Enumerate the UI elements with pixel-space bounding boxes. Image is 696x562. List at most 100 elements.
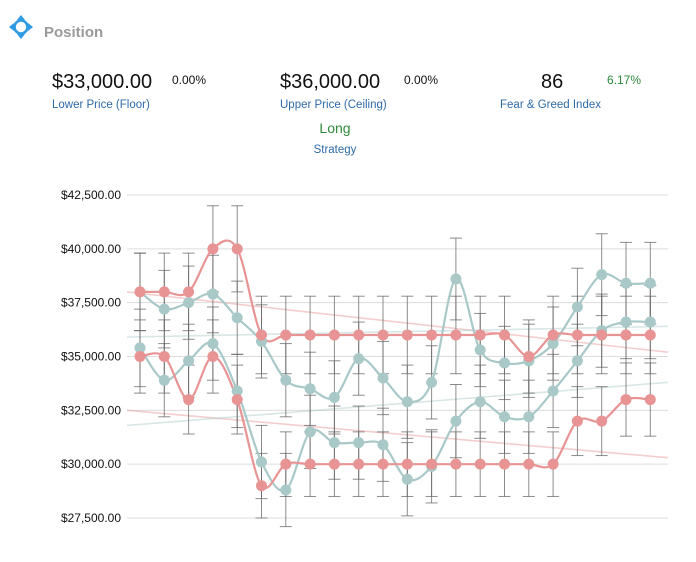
data-point [426, 376, 438, 388]
data-point [450, 329, 462, 341]
data-point [183, 286, 195, 298]
data-point [183, 297, 195, 309]
data-point [499, 357, 510, 369]
data-point [426, 458, 438, 470]
data-point [499, 458, 510, 470]
series-line [139, 352, 651, 490]
data-point [304, 383, 316, 395]
strategy-label[interactable]: Strategy [313, 144, 357, 156]
floor-stat: $33,000.00 0.00% Lower Price (Floor) [52, 71, 206, 111]
y-tick-label: $27,500.00 [61, 511, 121, 525]
data-point [304, 426, 316, 438]
data-point [474, 329, 486, 341]
y-tick-label: $37,500.00 [61, 296, 121, 310]
data-point [571, 415, 583, 427]
move-arrows-icon[interactable] [8, 14, 34, 45]
data-point [644, 277, 656, 289]
data-point [547, 385, 559, 397]
data-point [158, 303, 170, 315]
data-point [426, 329, 438, 341]
data-point [620, 394, 632, 406]
header: Position [8, 14, 103, 45]
fear-greed-label[interactable]: Fear & Greed Index [500, 99, 601, 111]
fear-greed-value: 86 [541, 71, 564, 93]
data-point [596, 269, 608, 281]
data-point [571, 329, 583, 341]
data-point [183, 355, 195, 367]
data-point [256, 329, 267, 341]
data-point [256, 480, 267, 492]
data-point [183, 394, 195, 406]
ceiling-label[interactable]: Upper Price (Ceiling) [280, 99, 387, 111]
data-point [596, 415, 608, 427]
data-point [401, 473, 413, 485]
y-tick-label: $32,500.00 [61, 403, 121, 417]
data-point [450, 458, 462, 470]
data-point [256, 456, 267, 468]
series-line [139, 320, 651, 492]
series-line [140, 239, 651, 358]
data-point [377, 329, 389, 341]
y-tick-label: $42,500.00 [61, 188, 121, 202]
data-point [401, 396, 413, 408]
data-point [231, 394, 243, 406]
data-point [377, 372, 389, 384]
data-point [328, 437, 340, 449]
data-point [231, 243, 243, 255]
data-point [401, 329, 413, 341]
data-point [328, 329, 340, 341]
data-point [596, 329, 608, 341]
data-point [644, 394, 656, 406]
data-point [280, 458, 292, 470]
data-point [474, 396, 486, 408]
data-point [499, 329, 510, 341]
ceiling-pct: 0.00% [404, 73, 439, 87]
data-point [134, 286, 146, 298]
data-point [231, 312, 243, 324]
data-point [377, 458, 389, 470]
data-point [158, 286, 170, 298]
data-point [207, 288, 219, 300]
y-tick-label: $40,000.00 [61, 242, 121, 256]
data-point [207, 338, 219, 350]
data-point [644, 316, 656, 328]
data-point [280, 484, 292, 496]
data-point [304, 329, 316, 341]
series-lines [139, 239, 651, 492]
data-point [450, 415, 462, 427]
page-title: Position [44, 24, 104, 41]
data-point [207, 243, 219, 255]
y-axis-labels: $27,500.00 $30,000.00 $32,500.00 $35,000.00… [61, 188, 121, 525]
trendline [126, 409, 669, 459]
data-point [207, 351, 219, 362]
data-point [620, 329, 632, 341]
data-point [353, 329, 365, 341]
series-points [134, 243, 656, 496]
data-point [499, 411, 510, 423]
data-point [401, 458, 413, 470]
data-point [547, 329, 559, 341]
data-point [353, 437, 365, 449]
data-point [571, 301, 583, 313]
data-point [644, 329, 656, 341]
data-point [547, 338, 559, 350]
data-point [134, 342, 146, 354]
data-point [523, 351, 535, 362]
data-point [474, 458, 486, 470]
ceiling-value: $36,000.00 [280, 71, 381, 93]
fear-greed-pct: 6.17% [607, 73, 642, 87]
y-tick-label: $35,000.00 [61, 350, 121, 364]
data-point [353, 353, 365, 365]
data-point [474, 344, 486, 356]
data-point [450, 273, 462, 285]
data-point [377, 439, 389, 451]
ceiling-stat: $36,000.00 0.00% Upper Price (Ceiling) [280, 71, 438, 111]
floor-label[interactable]: Lower Price (Floor) [52, 99, 150, 111]
floor-value: $33,000.00 [52, 71, 153, 93]
data-point [280, 329, 292, 341]
strategy-stat: Long Strategy [280, 120, 390, 156]
data-point [523, 458, 535, 470]
data-point [158, 351, 170, 362]
data-point [304, 458, 316, 470]
